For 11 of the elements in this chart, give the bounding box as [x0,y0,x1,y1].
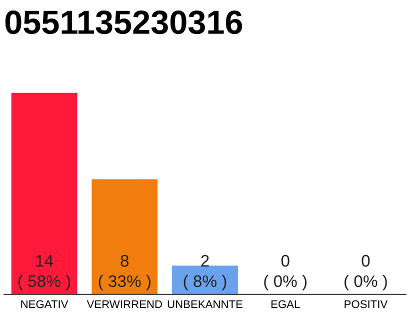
x-tick-label: VERWIRREND [86,300,162,308]
x-tick-label: EGAL [271,300,300,308]
data-label: 0 ( 0% ) [264,254,307,290]
chart-title: 0551135230316 [5,10,242,34]
data-label: 8 ( 33% ) [98,254,150,290]
x-tick-label: NEGATIV [21,300,68,308]
x-tick-label: UNBEKANNTE [168,300,242,308]
data-label: 0 ( 0% ) [344,254,387,290]
x-tick-label: POSITIV [344,300,388,308]
data-label: 14 ( 58% ) [18,255,70,290]
data-label: 2 ( 8% ) [184,254,226,290]
